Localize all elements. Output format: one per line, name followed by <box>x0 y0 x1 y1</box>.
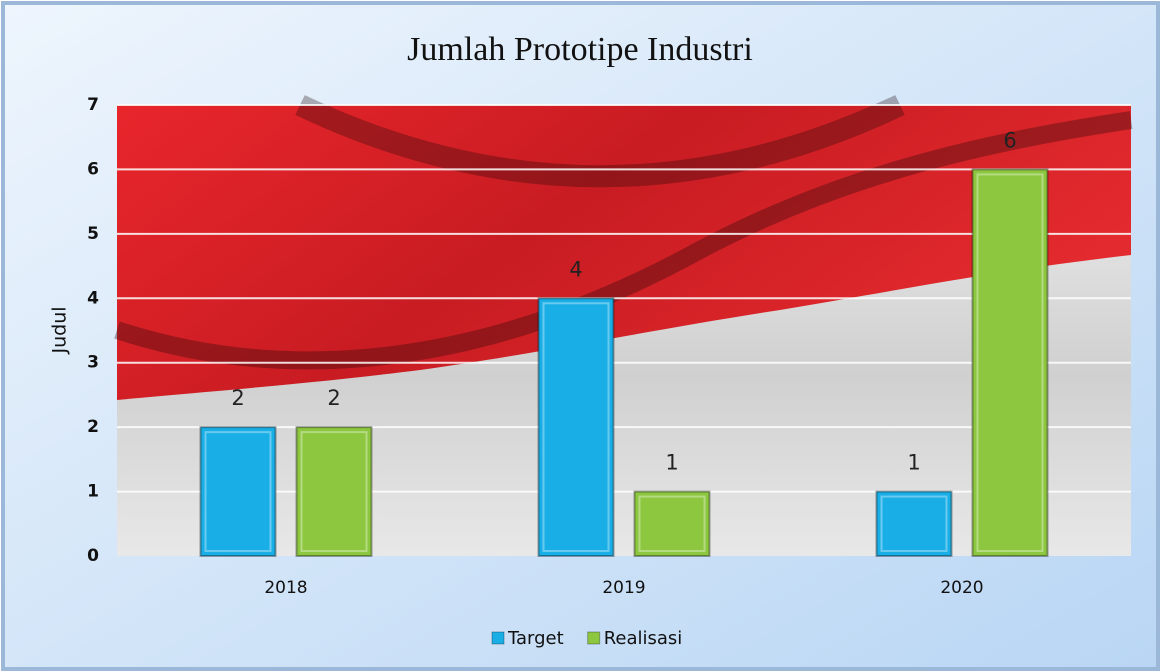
x-tick-label: 2020 <box>940 578 983 598</box>
bar <box>971 168 1049 558</box>
y-tick-label: 0 <box>87 546 99 566</box>
bar <box>199 426 277 557</box>
y-tick-label: 6 <box>87 159 99 179</box>
bar <box>875 490 953 558</box>
data-label: 1 <box>665 451 678 475</box>
bar-bevel <box>638 495 706 553</box>
data-label: 2 <box>327 386 340 410</box>
data-label: 6 <box>1003 128 1016 152</box>
bar <box>633 490 711 558</box>
y-tick-label: 7 <box>87 95 99 115</box>
x-tick-label: 2018 <box>264 578 307 598</box>
legend-swatch <box>491 631 505 645</box>
bar-bevel <box>976 173 1044 553</box>
bar <box>295 426 373 557</box>
legend-label: Realisasi <box>604 628 683 649</box>
legend-swatch <box>587 631 601 645</box>
bar-bevel <box>300 431 368 552</box>
legend-label: Target <box>507 628 564 649</box>
data-label: 2 <box>231 386 244 410</box>
data-label: 4 <box>569 257 582 281</box>
y-tick-label: 2 <box>87 417 99 437</box>
chart-title: Jumlah Prototipe Industri <box>407 31 753 68</box>
data-label: 1 <box>907 451 920 475</box>
bar-bevel <box>204 431 272 552</box>
plot-background <box>114 95 1133 556</box>
bar <box>537 297 615 557</box>
y-axis-label: Judul <box>49 306 71 354</box>
bar-bevel <box>542 302 610 552</box>
y-tick-label: 5 <box>87 224 99 244</box>
y-tick-label: 1 <box>87 482 99 502</box>
bar-bevel <box>880 495 948 553</box>
y-tick-label: 4 <box>87 288 99 308</box>
y-tick-label: 3 <box>87 353 99 373</box>
x-tick-label: 2019 <box>602 578 645 598</box>
legend: Target Realisasi <box>491 628 683 649</box>
